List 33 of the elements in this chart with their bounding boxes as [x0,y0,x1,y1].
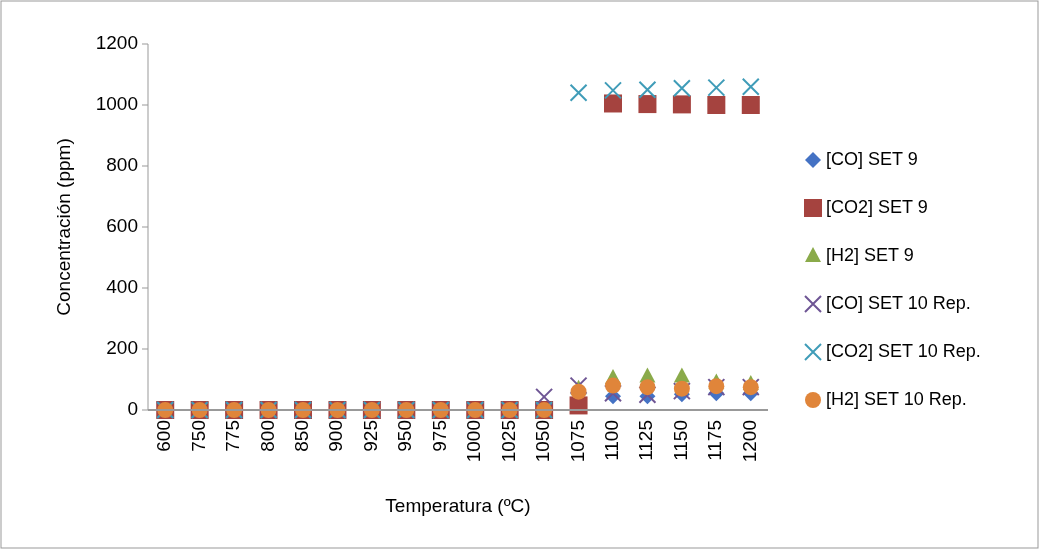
x-tick-label: 1175 [704,420,726,461]
y-tick-label: 1200 [95,32,138,54]
x-tick-label: 1100 [601,420,623,461]
y-tick-label: 800 [106,154,138,176]
x-tick-label: 1025 [497,420,519,463]
x-tick-label: 600 [153,420,175,452]
legend-label: [CO2] SET 10 Rep. [826,340,981,361]
x-tick-label: 850 [291,420,313,452]
legend-label: [CO2] SET 9 [826,196,928,217]
y-tick-label: 200 [106,337,138,359]
x-tick-label: 900 [325,420,347,452]
x-tick-label: 750 [187,420,209,452]
legend-label: [H2] SET 9 [826,244,914,265]
x-tick-label: 775 [222,420,244,452]
x-tick-label: 1050 [532,420,554,463]
x-tick-label: 975 [428,420,450,452]
y-tick-label: 600 [106,215,138,237]
y-tick-label: 400 [106,276,138,298]
x-axis-title: Temperatura (ºC) [385,495,531,516]
x-tick-label: 925 [359,420,381,452]
x-tick-label: 1125 [635,420,657,461]
x-tick-label: 800 [256,420,278,452]
x-tick-label: 1200 [738,420,760,463]
y-tick-label: 0 [127,398,138,420]
legend-label: [CO] SET 9 [826,148,918,169]
x-tick-label: 1075 [566,420,588,463]
x-tick-label: 1150 [669,420,691,461]
y-axis-title: Concentración (ppm) [53,138,74,316]
legend-label: [H2] SET 10 Rep. [826,388,967,409]
x-tick-label: 950 [394,420,416,452]
x-tick-label: 1000 [463,420,485,463]
legend-label: [CO] SET 10 Rep. [826,292,971,313]
y-tick-label: 1000 [95,93,138,115]
